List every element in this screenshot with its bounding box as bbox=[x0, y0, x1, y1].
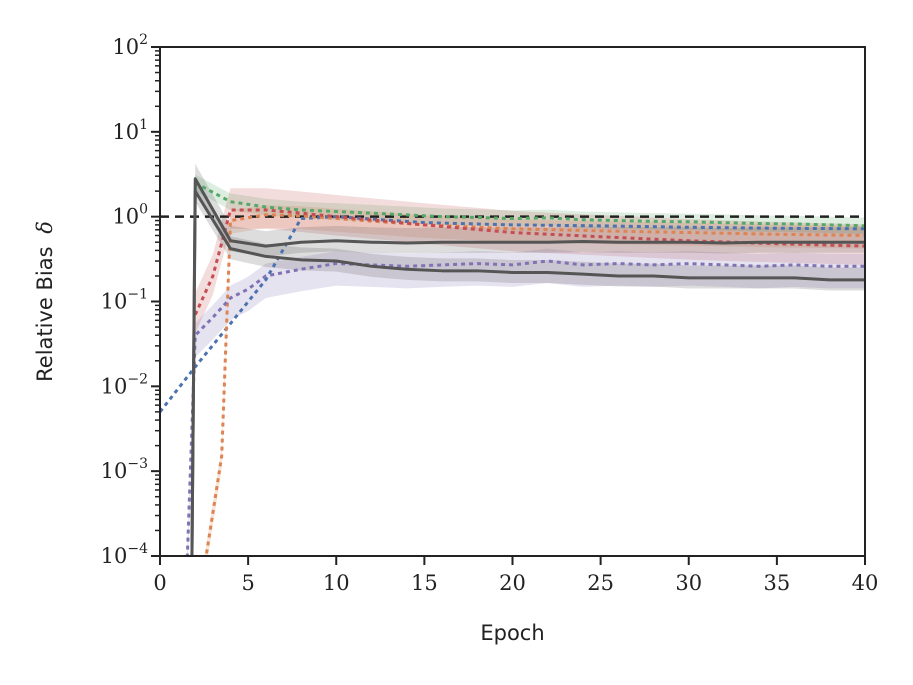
y-tick-exponent: 2 bbox=[139, 32, 148, 48]
y-tick-label: 101 bbox=[112, 117, 148, 144]
y-tick-base: 10 bbox=[112, 35, 139, 59]
y-tick-label: 10−4 bbox=[101, 541, 148, 568]
y-tick-base: 10 bbox=[112, 120, 139, 144]
series-line-1 bbox=[160, 215, 865, 413]
y-tick-label: 10−3 bbox=[101, 456, 148, 483]
y-tick-label: 10−2 bbox=[101, 371, 148, 398]
series-band-7 bbox=[191, 178, 865, 556]
y-tick-exponent: 0 bbox=[139, 202, 148, 218]
y-tick-exponent: −2 bbox=[127, 371, 148, 387]
x-tick-label: 25 bbox=[587, 571, 614, 595]
uncertainty-bands bbox=[186, 163, 865, 556]
y-tick-base: 10 bbox=[101, 290, 128, 314]
series-line-7 bbox=[190, 189, 865, 556]
series-line-6 bbox=[190, 177, 865, 556]
series-band-2 bbox=[204, 205, 865, 556]
y-tick-label: 102 bbox=[112, 32, 148, 59]
series-band-4 bbox=[195, 188, 865, 334]
x-tick-label: 20 bbox=[499, 571, 526, 595]
y-tick-exponent: 1 bbox=[139, 117, 148, 133]
y-axis-label-text: Relative Bias bbox=[33, 246, 57, 381]
plot-frame bbox=[159, 46, 866, 557]
y-tick-label: 100 bbox=[112, 202, 148, 229]
y-tick-base: 10 bbox=[101, 374, 128, 398]
y-tick-base: 10 bbox=[101, 544, 128, 568]
series-band-5 bbox=[186, 248, 865, 556]
x-tick-label: 10 bbox=[323, 571, 350, 595]
y-axis-label: Relative Bias δ bbox=[33, 221, 57, 382]
x-axis-label: Epoch bbox=[480, 621, 544, 645]
x-axis-ticks: 0 5 10 15 20 25 30 35 40 bbox=[153, 556, 878, 595]
y-tick-exponent: −1 bbox=[127, 287, 148, 303]
y-tick-exponent: −3 bbox=[127, 456, 148, 472]
y-tick-base: 10 bbox=[101, 459, 128, 483]
x-tick-label: 30 bbox=[675, 571, 702, 595]
y-tick-exponent: −4 bbox=[127, 541, 148, 557]
x-tick-label: 40 bbox=[852, 571, 879, 595]
y-tick-label: 10−1 bbox=[101, 287, 148, 314]
x-tick-label: 5 bbox=[241, 571, 254, 595]
y-axis-label-symbol: δ bbox=[33, 221, 57, 234]
x-tick-label: 0 bbox=[153, 571, 166, 595]
series-lines bbox=[160, 177, 865, 556]
x-tick-label: 15 bbox=[411, 571, 438, 595]
series-line-3 bbox=[194, 181, 865, 228]
x-tick-label: 35 bbox=[764, 571, 791, 595]
y-tick-base: 10 bbox=[112, 205, 139, 229]
series-line-5 bbox=[185, 259, 865, 556]
